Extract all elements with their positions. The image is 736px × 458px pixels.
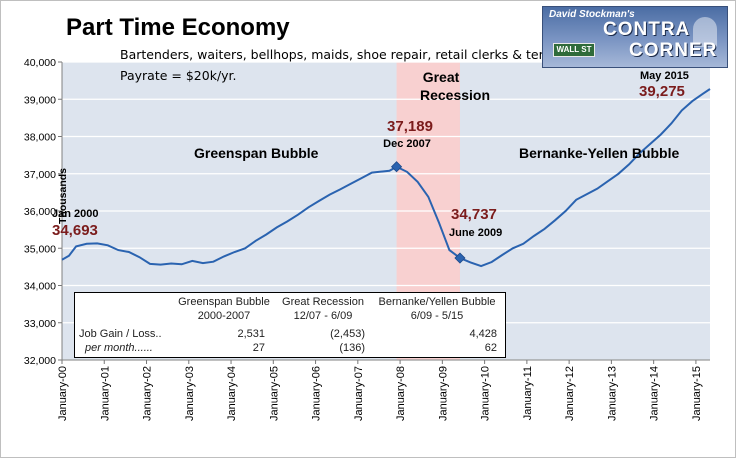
logo-contra-text: CONTRA xyxy=(603,19,691,40)
y-tick-label: 33,000 xyxy=(24,318,56,330)
annotation-recession-line1: Great xyxy=(423,69,460,85)
table-cell-gain-bernanke: 4,428 xyxy=(469,328,497,340)
series-line xyxy=(61,88,711,268)
capitol-dome-icon xyxy=(693,17,717,47)
table-header-bernanke-name: Bernanke/Yellen Bubble xyxy=(378,296,496,308)
annotation-jan2000-date: Jan 2000 xyxy=(52,208,98,220)
wall-street-sign-icon: WALL ST xyxy=(553,43,595,57)
x-tick-label: January-11 xyxy=(522,366,534,420)
x-tick-label: January-03 xyxy=(184,366,196,421)
table-header-bernanke-period: 6/09 - 5/15 xyxy=(410,310,464,322)
y-tick-label: 38,000 xyxy=(24,132,56,144)
table-header-greenspan-period: 2000-2007 xyxy=(197,310,251,322)
annotation-jan2000-value: 34,693 xyxy=(52,222,98,239)
chart-subtitle: Bartenders, waiters, bellhops, maids, sh… xyxy=(120,47,594,62)
annotation-may2015-date: May 2015 xyxy=(640,70,689,82)
table-cell-month-bernanke: 62 xyxy=(484,342,497,354)
annotation-may2015-value: 39,275 xyxy=(639,83,685,100)
x-tick-label: January-01 xyxy=(99,366,111,421)
x-tick-label: January-00 xyxy=(57,366,69,421)
table-header-recession-period: 12/07 - 6/09 xyxy=(293,310,353,322)
y-tick-label: 36,000 xyxy=(24,206,56,218)
y-axis-label: Thousands xyxy=(57,168,69,224)
axes xyxy=(61,62,710,364)
markers xyxy=(390,161,466,264)
annotation-bernanke: Bernanke-Yellen Bubble xyxy=(519,145,679,161)
annotation-dec2007-date: Dec 2007 xyxy=(383,138,431,150)
x-tick-label: January-04 xyxy=(226,366,238,421)
x-tick-label: January-12 xyxy=(564,366,576,421)
annotation-jun2009-value: 34,737 xyxy=(451,206,497,223)
x-tick-label: January-10 xyxy=(480,366,492,421)
y-tick-label: 32,000 xyxy=(24,355,56,367)
annotation-greenspan: Greenspan Bubble xyxy=(194,145,319,161)
data-marker-diamond xyxy=(390,161,403,173)
table-header-greenspan-name: Greenspan Bubble xyxy=(178,296,270,308)
logo-corner-text: CORNER xyxy=(629,40,718,61)
x-tick-label: January-13 xyxy=(606,366,618,421)
x-tick-label: January-15 xyxy=(691,366,703,421)
x-tick-label: January-07 xyxy=(353,366,365,421)
y-tick-label: 34,000 xyxy=(24,281,56,293)
y-tick-labels: 32,000 33,000 34,000 35,000 36,000 37,000 38,0… xyxy=(24,57,56,367)
stats-table: Greenspan Bubble 2000-2007 Great Recessi… xyxy=(74,292,506,358)
annotation-jun2009-date: June 2009 xyxy=(449,227,502,239)
y-tick-label: 40,000 xyxy=(24,57,56,69)
payrate-note: Payrate = $20k/yr. xyxy=(120,68,237,83)
table-cell-month-greenspan: 27 xyxy=(252,342,265,354)
table-row-label-gain: Job Gain / Loss.. xyxy=(79,328,162,340)
x-tick-label: January-14 xyxy=(649,366,661,421)
table-header-recession-name: Great Recession xyxy=(282,296,364,308)
table-cell-gain-greenspan: 2,531 xyxy=(237,328,265,340)
y-tick-label: 35,000 xyxy=(24,243,56,255)
x-tick-label: January-08 xyxy=(395,366,407,421)
table-cell-gain-recession: (2,453) xyxy=(330,328,365,340)
y-tick-label: 39,000 xyxy=(24,94,56,106)
y-tick-label: 37,000 xyxy=(24,169,56,181)
chart-title: Part Time Economy xyxy=(66,14,290,41)
table-row-label-month: per month...... xyxy=(85,342,153,354)
table-cell-month-recession: (136) xyxy=(339,342,365,354)
annotation-recession-line2: Recession xyxy=(420,87,490,103)
x-tick-labels: January-00 January-01 January-02 January-03… xyxy=(57,366,703,421)
annotation-dec2007-value: 37,189 xyxy=(387,118,433,135)
x-tick-label: January-02 xyxy=(142,366,154,421)
logo-top-text: David Stockman's xyxy=(549,9,635,20)
x-tick-label: January-05 xyxy=(268,366,280,421)
data-marker-diamond xyxy=(454,252,466,264)
x-tick-label: January-06 xyxy=(311,366,323,421)
contra-corner-logo: David Stockman's CONTRA WALL ST CORNER xyxy=(542,6,728,68)
x-tick-label: January-09 xyxy=(437,366,449,421)
